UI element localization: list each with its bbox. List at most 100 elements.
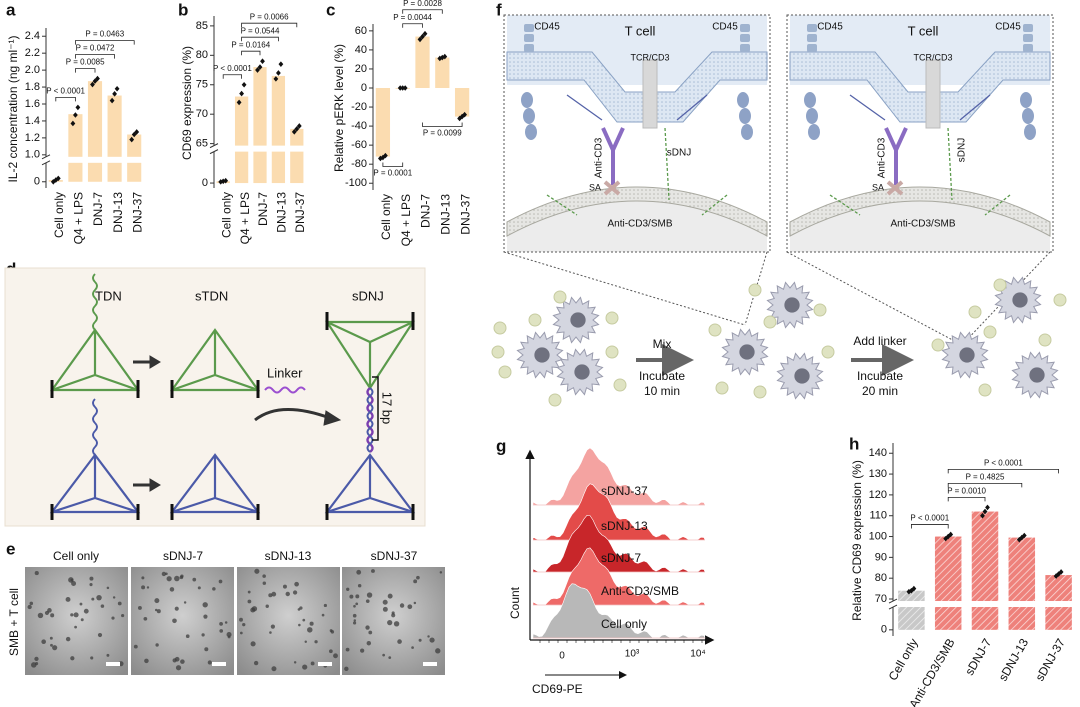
data-point — [223, 177, 229, 184]
significance-bracket — [55, 96, 76, 102]
cell-dot — [413, 601, 417, 605]
sdnj-top — [566, 94, 708, 121]
bead — [715, 381, 729, 395]
cell-dot — [271, 666, 277, 672]
cd45-domain — [1024, 124, 1036, 140]
data-point — [948, 531, 954, 538]
histogram — [532, 583, 706, 639]
cell-dot — [169, 587, 175, 592]
cell-dot — [262, 581, 267, 585]
cell-dot — [302, 664, 308, 670]
cell-dot — [416, 575, 420, 580]
cd45 — [807, 24, 817, 32]
cell-dot — [74, 625, 77, 629]
cell-dot — [112, 596, 116, 599]
data-point — [291, 129, 297, 135]
scale-bar — [212, 662, 226, 666]
x-tick-label: sDNJ-37 — [1032, 636, 1068, 684]
y-tick-label: -20 — [351, 101, 367, 113]
cell-dot — [27, 604, 32, 610]
cell-dot — [219, 621, 223, 626]
panel-f: Mix Incubate 10 min Add linker Incubate … — [491, 14, 1067, 407]
cell-dot — [91, 597, 95, 601]
cd45-domain — [806, 108, 818, 124]
p-value: P = 0.0028 — [403, 0, 442, 8]
y-tick-label: 1.8 — [25, 81, 40, 93]
cell-dot — [175, 665, 182, 671]
cell-dot — [365, 625, 370, 630]
cell-dot — [202, 602, 208, 608]
significance-bracket — [382, 162, 404, 167]
column-label: sDNJ-37 — [371, 549, 418, 563]
scale-bar — [106, 662, 120, 666]
series-label: Anti-CD3/SMB — [601, 584, 679, 598]
data-point — [462, 111, 467, 118]
y-tick-label: 2.4 — [25, 30, 40, 42]
panel-label: h — [849, 434, 859, 453]
cell-dot — [427, 635, 430, 638]
end-bars — [50, 312, 415, 520]
cell-dot — [299, 606, 303, 610]
y-tick-label: 65 — [196, 138, 208, 150]
cell-dot — [226, 631, 232, 638]
cell-dot — [265, 604, 269, 608]
bar — [290, 128, 304, 184]
cell-dot — [329, 629, 333, 632]
step-condition: 10 min — [644, 384, 680, 398]
y-tick-label: 0 — [361, 82, 367, 94]
x-tick-label: 0 — [559, 651, 565, 662]
bar — [454, 88, 470, 117]
axis-break-gap — [47, 156, 145, 163]
cell-nucleus — [794, 368, 810, 384]
sdnj-top — [849, 94, 991, 121]
cell-dot — [70, 656, 75, 661]
significance-bracket — [947, 496, 986, 502]
p-value: P = 0.0066 — [250, 12, 289, 21]
bead — [548, 393, 562, 407]
cell-dot — [144, 658, 149, 664]
bead — [708, 323, 722, 337]
cell-dot — [89, 583, 93, 587]
cell-dot — [382, 606, 388, 612]
y-tick-label: 1.2 — [25, 132, 40, 144]
y-tick-label: 140 — [869, 447, 887, 459]
y-tick-label: 85 — [196, 20, 208, 32]
cell-dot — [73, 612, 79, 618]
cell-dot — [365, 599, 370, 603]
x-tick-label: Q4 + LPS — [72, 192, 86, 244]
bead — [763, 315, 777, 329]
cell-dot — [314, 640, 318, 644]
cell-dot — [212, 587, 216, 591]
cell-dot — [397, 639, 402, 644]
histogram — [532, 515, 706, 573]
cell-dot — [34, 656, 39, 662]
cell-dot — [89, 576, 94, 581]
axis-break — [888, 598, 898, 610]
panel-label: c — [326, 0, 335, 19]
p-value: P = 0.0085 — [66, 58, 105, 67]
p-value: P < 0.0001 — [984, 458, 1023, 467]
bead — [491, 345, 505, 359]
y-tick-label: 80 — [875, 572, 887, 584]
data-point — [273, 76, 279, 82]
data-point — [70, 120, 76, 127]
step-condition: Incubate — [639, 369, 685, 383]
column-label: Cell only — [53, 549, 99, 563]
label: CD45 — [817, 22, 843, 33]
bead — [553, 290, 567, 304]
antibody — [601, 127, 625, 185]
cell-dot — [172, 658, 177, 663]
bar — [435, 57, 450, 88]
cell-dot — [155, 643, 159, 647]
cell-dot — [355, 602, 359, 606]
x-tick-label: DNJ-37 — [458, 194, 472, 235]
bead — [613, 378, 627, 392]
cell-dot — [174, 575, 180, 582]
cell-dot — [174, 606, 179, 611]
cell-dot — [71, 581, 77, 586]
micrograph — [342, 567, 445, 675]
cd45-domain — [525, 124, 537, 140]
cell-dot — [391, 613, 396, 618]
significance-bracket — [947, 468, 1059, 474]
panel-label: e — [6, 539, 15, 558]
